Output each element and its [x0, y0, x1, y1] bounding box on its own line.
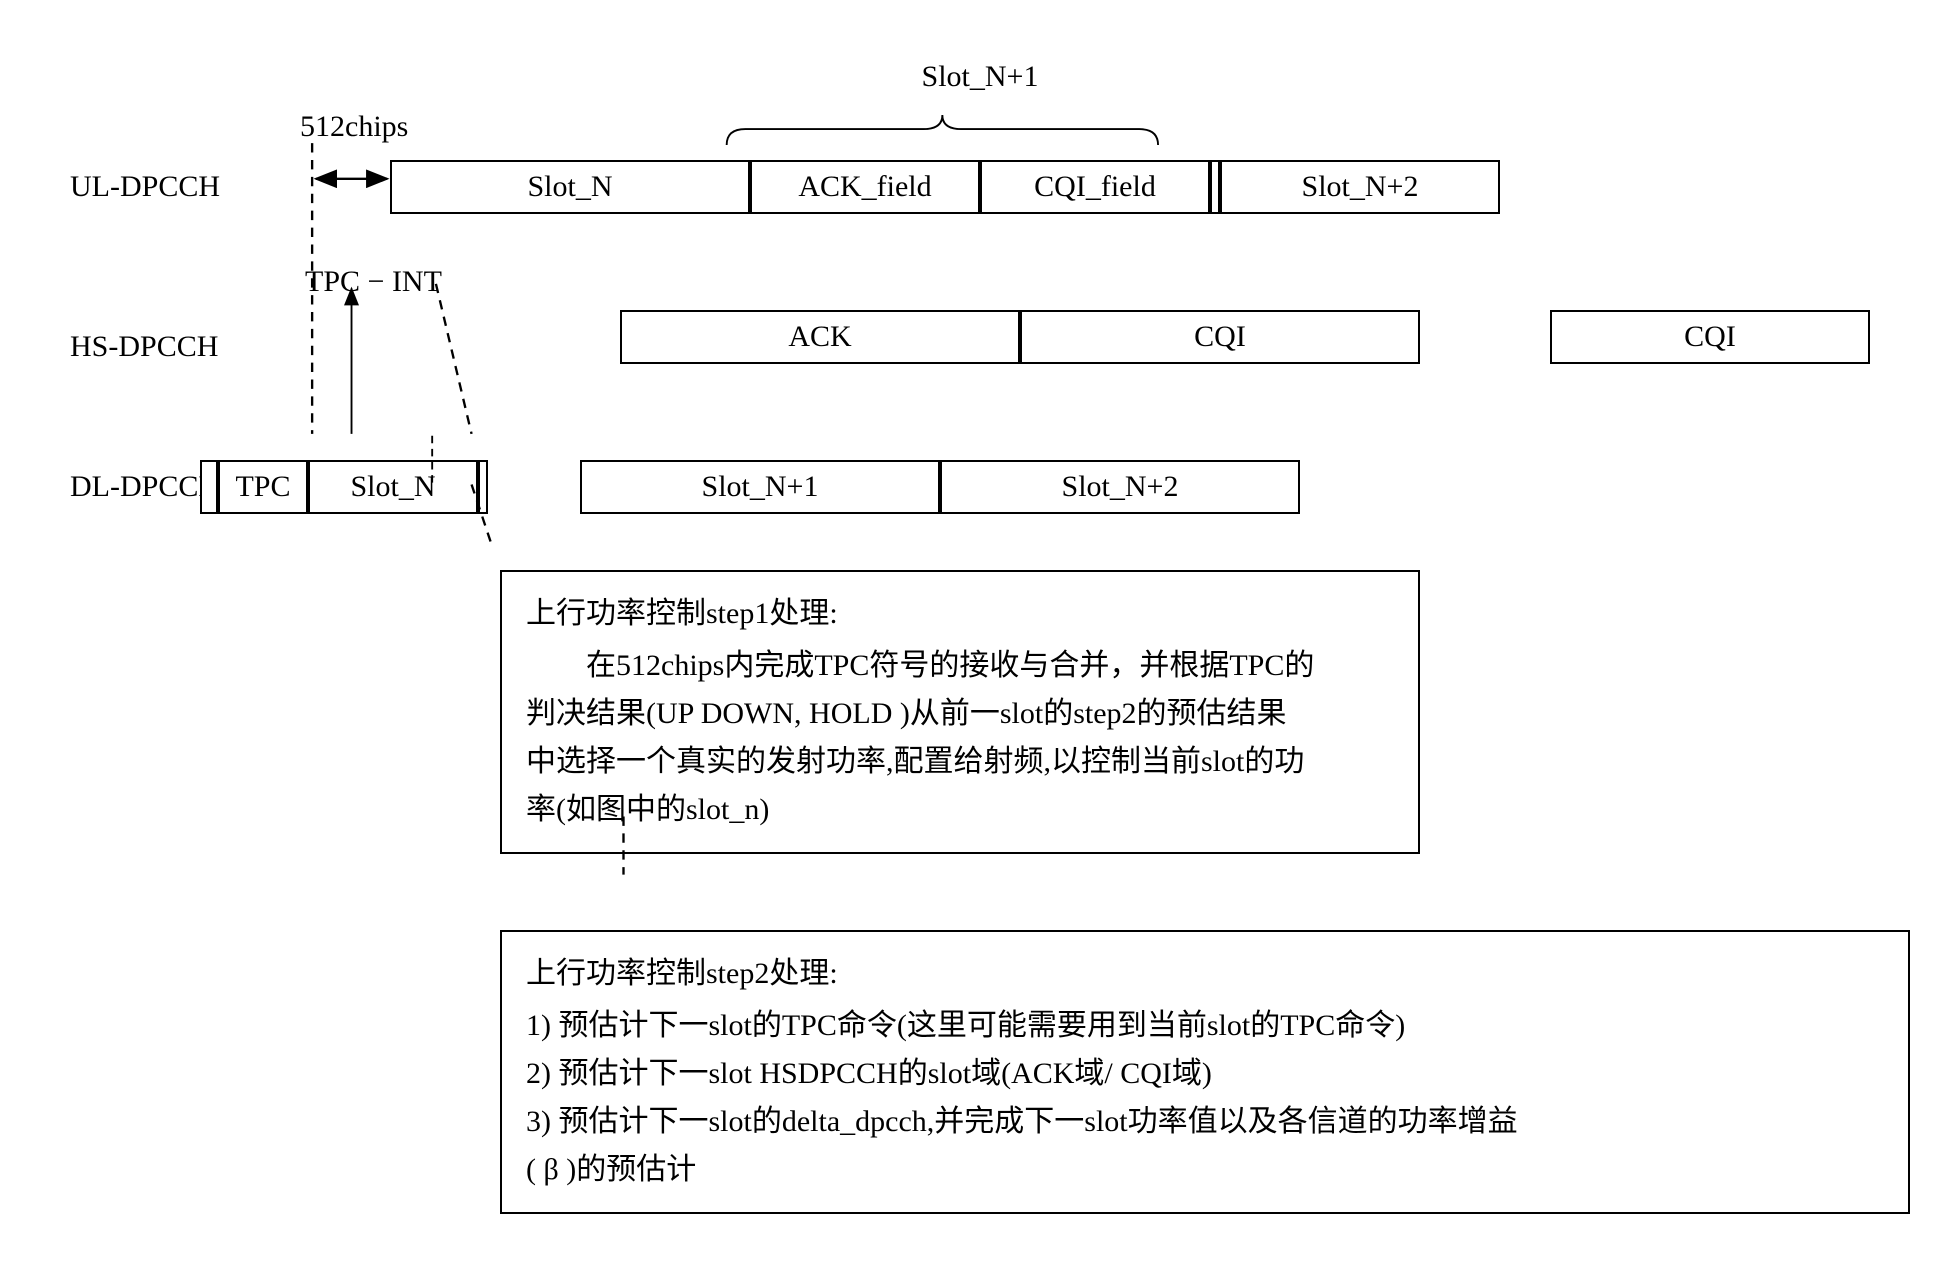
callout-step1: 上行功率控制step1处理: 在512chips内完成TPC符号的接收与合并，并…	[500, 570, 1420, 854]
ul-slot-n: Slot_N	[390, 160, 750, 214]
step2-item1: 1) 预估计下一slot的TPC命令(这里可能需要用到当前slot的TPC命令)	[526, 1002, 1884, 1050]
step1-line2: 判决结果(UP DOWN, HOLD )从前一slot的step2的预估结果	[526, 690, 1394, 738]
timing-diagram: Slot_N+1 512chips UL-DPCCH Slot_N ACK_fi…	[40, 40, 1916, 1247]
hs-cqi2: CQI	[1550, 310, 1870, 364]
dl-slot-n1: Slot_N+1	[580, 460, 940, 514]
step2-item2: 2) 预估计下一slot HSDPCCH的slot域(ACK域/ CQI域)	[526, 1050, 1884, 1098]
step1-line3: 中选择一个真实的发射功率,配置给射频,以控制当前slot的功	[526, 738, 1394, 786]
dl-slot-n: Slot_N	[308, 460, 478, 514]
hs-ack: ACK	[620, 310, 1020, 364]
step2-item3b: ( β )的预估计	[526, 1146, 1884, 1194]
label-tpc-int: TPC − INT	[305, 265, 442, 299]
channel-label-ul-dpcch: UL-DPCCH	[70, 170, 220, 204]
ul-gap-marker	[1210, 160, 1220, 214]
brace-path	[727, 115, 1158, 145]
dl-tpc: TPC	[218, 460, 308, 514]
dashed-diag	[436, 284, 472, 434]
step2-item3: 3) 预估计下一slot的delta_dpcch,并完成下一slot功率值以及各…	[526, 1098, 1884, 1146]
dl-gap-marker1	[478, 460, 488, 514]
step1-line1: 在512chips内完成TPC符号的接收与合并，并根据TPC的	[526, 642, 1394, 690]
ul-cqi-field: CQI_field	[980, 160, 1210, 214]
ul-ack-field: ACK_field	[750, 160, 980, 214]
hs-cqi1: CQI	[1020, 310, 1420, 364]
callout-step2: 上行功率控制step2处理: 1) 预估计下一slot的TPC命令(这里可能需要…	[500, 930, 1910, 1214]
ul-slot-n2: Slot_N+2	[1220, 160, 1500, 214]
dl-lead-marker	[200, 460, 218, 514]
channel-label-dl-dpcch: DL-DPCCH	[70, 470, 220, 504]
brace-label-slot-n1: Slot_N+1	[900, 60, 1060, 94]
label-512chips: 512chips	[300, 110, 408, 144]
step2-title: 上行功率控制step2处理:	[526, 950, 1884, 998]
step1-title: 上行功率控制step1处理:	[526, 590, 1394, 638]
dl-slot-n2: Slot_N+2	[940, 460, 1300, 514]
step1-line4: 率(如图中的slot_n)	[526, 786, 1394, 834]
channel-label-hs-dpcch: HS-DPCCH	[70, 330, 218, 364]
